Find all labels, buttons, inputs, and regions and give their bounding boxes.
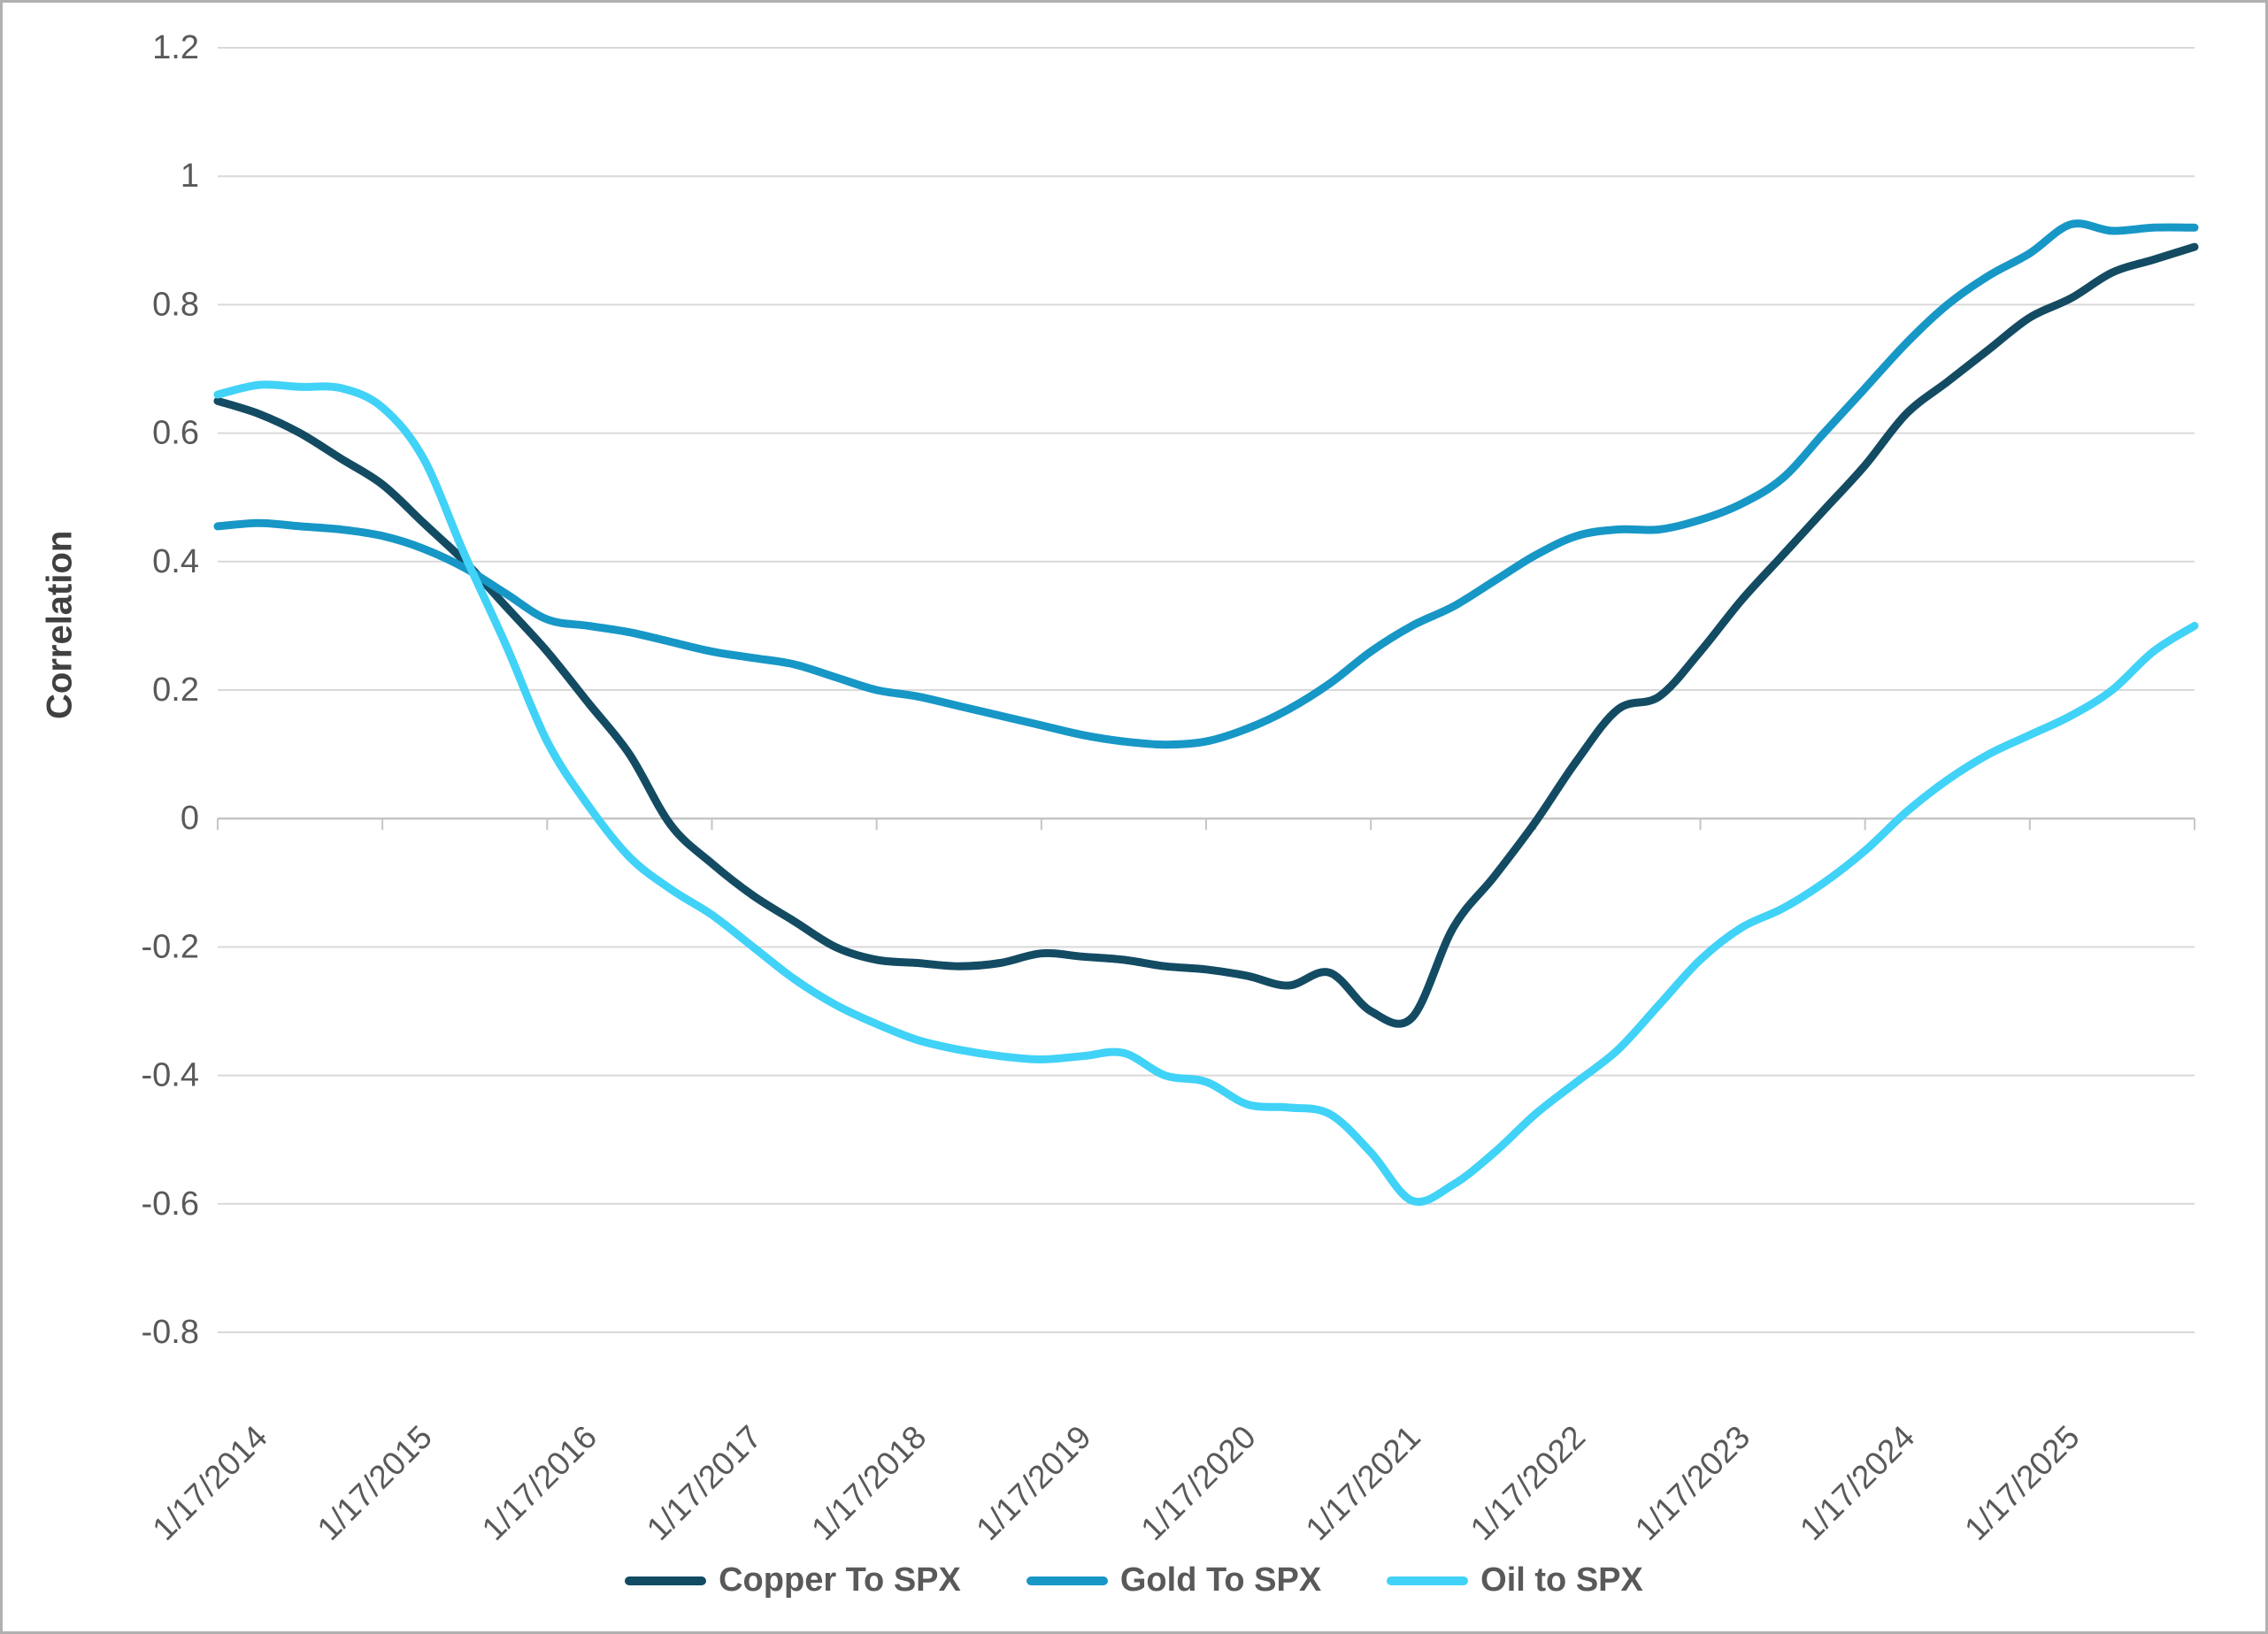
- x-tick-label: 1/17/2016: [475, 1418, 604, 1546]
- series-line-gold-to-spx[interactable]: [213, 219, 2199, 749]
- x-tick-label: 1/17/2023: [1628, 1418, 1757, 1546]
- y-tick-label: -0.4: [142, 1057, 199, 1094]
- y-tick-label: -0.2: [142, 928, 199, 965]
- x-tick-label: 1/17/2024: [1793, 1418, 1921, 1546]
- gold-line-swatch: [1026, 1576, 1108, 1585]
- chart-plot-area: 1.2 1 0.8 0.6 0.4 0.2 0 -0.2 -0.4 -0.6 -0.8 1/17/20…: [142, 29, 2199, 1547]
- legend-item-oil[interactable]: Oil to SPX: [1387, 1561, 1643, 1599]
- y-tick-label: 0.4: [152, 543, 199, 580]
- y-axis-title: Correlation: [40, 530, 80, 719]
- series-line-oil-to-spx[interactable]: [213, 380, 2199, 1207]
- x-tick-label: 1/17/2015: [311, 1418, 439, 1546]
- x-tick-label: 1/17/2020: [1134, 1418, 1262, 1546]
- y-tick-label: 0.8: [152, 286, 199, 323]
- y-tick-label: 0.6: [152, 415, 199, 452]
- x-tick-label: 1/17/2019: [969, 1418, 1097, 1546]
- legend-label-copper: Copper To SPX: [719, 1561, 961, 1599]
- copper-line-swatch: [625, 1576, 707, 1585]
- y-tick-label: 0.2: [152, 671, 199, 709]
- legend-item-gold[interactable]: Gold To SPX: [1026, 1561, 1321, 1599]
- x-tick-label: 1/17/2018: [804, 1418, 933, 1546]
- legend: Copper To SPX Gold To SPX Oil to SPX: [3, 1561, 2265, 1599]
- y-tick-label: -0.8: [142, 1314, 199, 1351]
- y-tick-label: 1.2: [152, 29, 199, 66]
- x-tick-label: 1/17/2017: [640, 1418, 768, 1546]
- y-tick-label: -0.6: [142, 1185, 199, 1223]
- y-tick-label: 0: [181, 800, 199, 837]
- x-tick-label: 1/17/2021: [1299, 1418, 1427, 1546]
- legend-label-oil: Oil to SPX: [1480, 1561, 1643, 1599]
- y-tick-label: 1: [181, 157, 199, 195]
- x-tick-label: 1/17/2014: [145, 1418, 273, 1546]
- series-line-copper-to-spx[interactable]: [213, 242, 2199, 1028]
- x-tick-label: 1/17/2022: [1464, 1418, 1592, 1546]
- x-tick-label: 1/17/2025: [1957, 1418, 2086, 1546]
- legend-item-copper[interactable]: Copper To SPX: [625, 1561, 961, 1599]
- legend-label-gold: Gold To SPX: [1119, 1561, 1322, 1599]
- oil-line-swatch: [1387, 1576, 1469, 1585]
